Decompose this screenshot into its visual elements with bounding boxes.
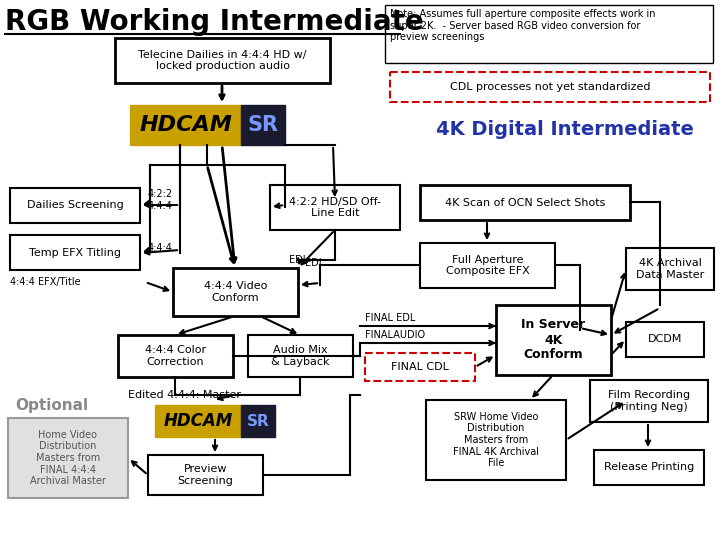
Text: SRW Home Video
Distribution
Masters from
FINAL 4K Archival
File: SRW Home Video Distribution Masters from… xyxy=(453,412,539,468)
Text: 4:4:4 Video
Conform: 4:4:4 Video Conform xyxy=(204,281,267,303)
Bar xyxy=(390,72,710,102)
Bar xyxy=(8,418,128,498)
Text: Film Recording
(Printing Neg): Film Recording (Printing Neg) xyxy=(608,390,690,412)
Text: Telecine Dailies in 4:4:4 HD w/
locked production audio: Telecine Dailies in 4:4:4 HD w/ locked p… xyxy=(138,50,307,71)
Text: CDL processes not yet standardized: CDL processes not yet standardized xyxy=(450,82,650,92)
Bar xyxy=(626,248,714,290)
Text: Audio Mix
& Layback: Audio Mix & Layback xyxy=(271,345,330,367)
Text: Preview
Screening: Preview Screening xyxy=(178,464,233,486)
Text: 4:4:4 EFX/Title: 4:4:4 EFX/Title xyxy=(10,277,81,287)
Text: Release Printing: Release Printing xyxy=(604,462,694,472)
Text: 4K Archival
Data Master: 4K Archival Data Master xyxy=(636,258,704,280)
Bar xyxy=(248,335,353,377)
Text: EDL: EDL xyxy=(289,255,308,265)
Bar xyxy=(426,400,566,480)
Bar xyxy=(590,380,708,422)
Text: SR: SR xyxy=(247,414,269,429)
Bar xyxy=(626,322,704,357)
Text: 4:4:4: 4:4:4 xyxy=(148,243,173,253)
Text: FINAL CDL: FINAL CDL xyxy=(391,362,449,372)
Text: 4:2:2 HD/SD Off-
Line Edit: 4:2:2 HD/SD Off- Line Edit xyxy=(289,197,381,218)
Bar xyxy=(148,455,263,495)
Text: FINAL EDL: FINAL EDL xyxy=(365,313,415,323)
Text: 4:2:2
4:4:4: 4:2:2 4:4:4 xyxy=(148,189,173,211)
Text: EDL: EDL xyxy=(305,258,324,268)
Bar xyxy=(594,450,704,485)
Bar xyxy=(420,243,555,288)
Bar xyxy=(173,268,298,316)
Bar xyxy=(10,188,140,223)
Bar xyxy=(385,5,713,63)
Text: HDCAM: HDCAM xyxy=(163,412,233,430)
Text: Dailies Screening: Dailies Screening xyxy=(27,200,123,211)
Bar xyxy=(115,38,330,83)
Bar xyxy=(10,235,140,270)
Bar xyxy=(496,305,611,375)
Text: 4:4:4 Color
Correction: 4:4:4 Color Correction xyxy=(145,345,206,367)
Text: Home Video
Distribution
Masters from
FINAL 4:4:4
Archival Master: Home Video Distribution Masters from FIN… xyxy=(30,430,106,486)
Bar xyxy=(365,353,475,381)
Bar xyxy=(241,105,285,145)
Text: 4K Digital Intermediate: 4K Digital Intermediate xyxy=(436,120,694,139)
Text: SR: SR xyxy=(248,115,279,135)
Text: Edited 4:4:4: Master: Edited 4:4:4: Master xyxy=(128,390,241,400)
Text: Note: Assumes full aperture composite effects work in
super 2K.  - Server based : Note: Assumes full aperture composite ef… xyxy=(390,9,655,42)
Bar xyxy=(118,335,233,377)
Text: FINALAUDIO: FINALAUDIO xyxy=(365,330,425,340)
Text: 4K Scan of OCN Select Shots: 4K Scan of OCN Select Shots xyxy=(445,198,606,207)
Text: RGB Working Intermediate: RGB Working Intermediate xyxy=(5,8,424,36)
Text: Full Aperture
Composite EFX: Full Aperture Composite EFX xyxy=(446,255,529,276)
Bar xyxy=(155,405,241,437)
Text: Optional: Optional xyxy=(15,398,88,413)
Bar xyxy=(130,105,241,145)
Bar xyxy=(241,405,275,437)
Text: Temp EFX Titling: Temp EFX Titling xyxy=(29,247,121,258)
Bar xyxy=(420,185,630,220)
Text: In Server
4K
Conform: In Server 4K Conform xyxy=(521,319,585,361)
Bar xyxy=(270,185,400,230)
Text: HDCAM: HDCAM xyxy=(139,115,232,135)
Text: DCDM: DCDM xyxy=(648,334,682,345)
